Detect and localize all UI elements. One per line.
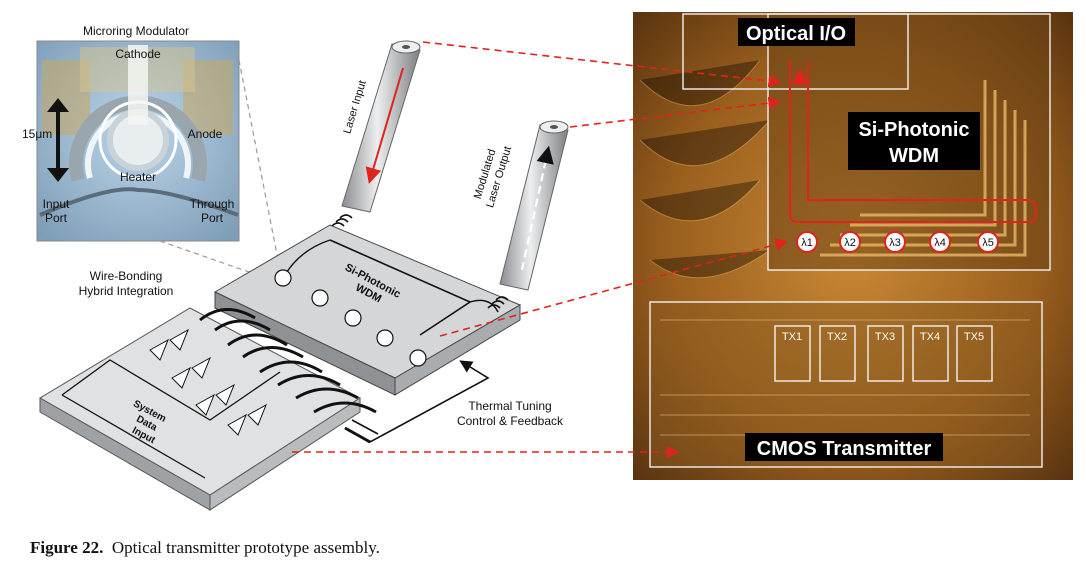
microring-rings — [69, 45, 207, 182]
optical-io-label: Optical I/O — [746, 23, 846, 45]
through-port-label-1: Through — [190, 197, 235, 211]
photonic-chip: Si-Photonic WDM — [213, 214, 522, 396]
tx-label-2: TX2 — [827, 331, 847, 343]
wdm-box — [767, 13, 1051, 271]
input-port-label-1: Input — [43, 197, 70, 211]
wavelength-label-5: λ5 — [982, 237, 994, 249]
optical-io-label-bg — [738, 18, 855, 46]
thermal-label-2: Control & Feedback — [457, 414, 564, 428]
cmos-board: System Data Input — [39, 307, 361, 511]
cmos-label-bg — [745, 433, 943, 461]
bus-waveguide — [39, 187, 239, 217]
wire-bonding-label-1: Wire-Bonding — [90, 269, 163, 283]
tx-blocks — [774, 325, 993, 382]
tx-label-3: TX3 — [875, 331, 895, 343]
chip-microrings — [274, 269, 427, 367]
scale-label: 15μm — [22, 127, 52, 141]
wavelength-rings — [796, 231, 999, 253]
die-wdm-label-bg — [848, 112, 980, 170]
thermal-feedback-loop — [344, 360, 490, 444]
wavelength-label-2: λ2 — [844, 237, 856, 249]
through-port-label-2: Port — [201, 211, 224, 225]
grating-coupler-out — [487, 296, 509, 309]
wavelength-label-4: λ4 — [934, 237, 946, 249]
wavelength-label-1: λ1 — [801, 237, 813, 249]
thermal-label-1: Thermal Tuning — [468, 399, 551, 413]
cmos-box — [649, 301, 1043, 468]
wire-bonding-label-2: Hybrid Integration — [79, 284, 174, 298]
inset-pointer-bottom — [159, 240, 273, 281]
inset-title: Microring Modulator — [83, 24, 189, 38]
caption-text: Optical transmitter prototype assembly. — [111, 538, 380, 557]
caption-label: Figure 22. — [30, 538, 104, 557]
die-wdm-label-2: WDM — [889, 145, 939, 167]
inset-pointer-top — [238, 59, 281, 271]
anode-label: Anode — [188, 127, 223, 141]
input-port-label-2: Port — [45, 211, 68, 225]
tx-label-1: TX1 — [782, 331, 802, 343]
microring-inset: Microring Modulator Cathode Anode 15μm H… — [22, 24, 240, 242]
die-photo: Optical I/O Si-Photonic WDM λ1 λ2 λ3 λ4 … — [633, 12, 1073, 480]
wire-bonds — [199, 308, 377, 414]
figure-caption: Figure 22. Optical transmitter prototype… — [30, 538, 380, 558]
die-wdm-label-1: Si-Photonic — [858, 119, 969, 141]
tx-label-5: TX5 — [964, 331, 984, 343]
laser-input-label: Laser Input — [341, 79, 369, 135]
wavelength-label-3: λ3 — [889, 237, 901, 249]
driver-buffers — [149, 328, 267, 436]
laser-input-fiber: Laser Input — [341, 40, 421, 213]
cathode-label: Cathode — [115, 47, 161, 61]
cmos-label: CMOS Transmitter — [757, 438, 932, 460]
modulated-output-fiber: Modulated Laser Output — [472, 120, 569, 291]
heater-label: Heater — [120, 170, 156, 184]
figure-diagram: Microring Modulator Cathode Anode 15μm H… — [22, 12, 1073, 511]
die-optical-path — [789, 60, 1037, 223]
tx-label-4: TX4 — [920, 331, 940, 343]
grating-coupler-in — [331, 214, 353, 227]
correspondence-arrows — [292, 41, 789, 459]
